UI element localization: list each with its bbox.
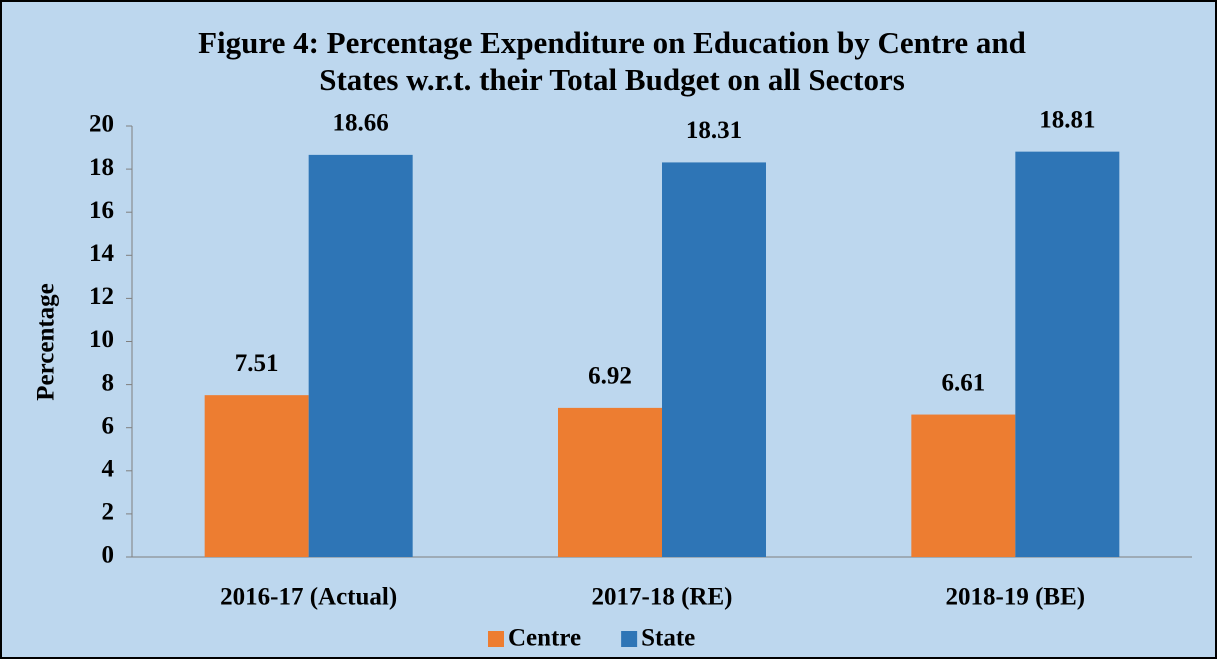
x-tick-label: 2017-18 (RE): [592, 584, 733, 611]
bar: [204, 395, 309, 557]
y-tick-label: 6: [102, 412, 115, 439]
y-axis-label: Percentage: [33, 283, 60, 401]
data-label: 6.92: [588, 363, 632, 390]
y-tick-label: 4: [102, 456, 115, 483]
y-tick-label: 20: [89, 111, 114, 138]
bar: [911, 414, 1016, 557]
y-tick-label: 12: [89, 283, 114, 310]
y-tick-label: 14: [89, 240, 115, 267]
x-tick-label: 2016-17 (Actual): [220, 584, 397, 611]
bar: [662, 162, 766, 557]
data-label: 6.61: [941, 369, 985, 396]
y-tick-label: 10: [89, 326, 114, 353]
legend-label: State: [641, 625, 695, 652]
data-label: 18.31: [686, 117, 742, 144]
data-label: 18.81: [1039, 106, 1095, 133]
y-tick-label: 18: [89, 154, 114, 181]
y-tick-label: 0: [102, 542, 115, 569]
legend-swatch: [621, 631, 638, 647]
chart-title: Figure 4: Percentage Expenditure on Educ…: [198, 25, 1026, 97]
bar: [308, 154, 413, 557]
y-tick-label: 2: [102, 499, 115, 526]
data-label: 7.51: [235, 350, 279, 377]
data-label: 18.66: [333, 110, 389, 137]
x-tick-label: 2018-19 (BE): [946, 584, 1086, 611]
bar: [1015, 151, 1120, 557]
bar: [558, 407, 662, 557]
y-tick-label: 8: [102, 369, 115, 396]
y-tick-label: 16: [89, 197, 114, 224]
legend-label: Centre: [508, 625, 581, 652]
legend-swatch: [488, 631, 504, 647]
